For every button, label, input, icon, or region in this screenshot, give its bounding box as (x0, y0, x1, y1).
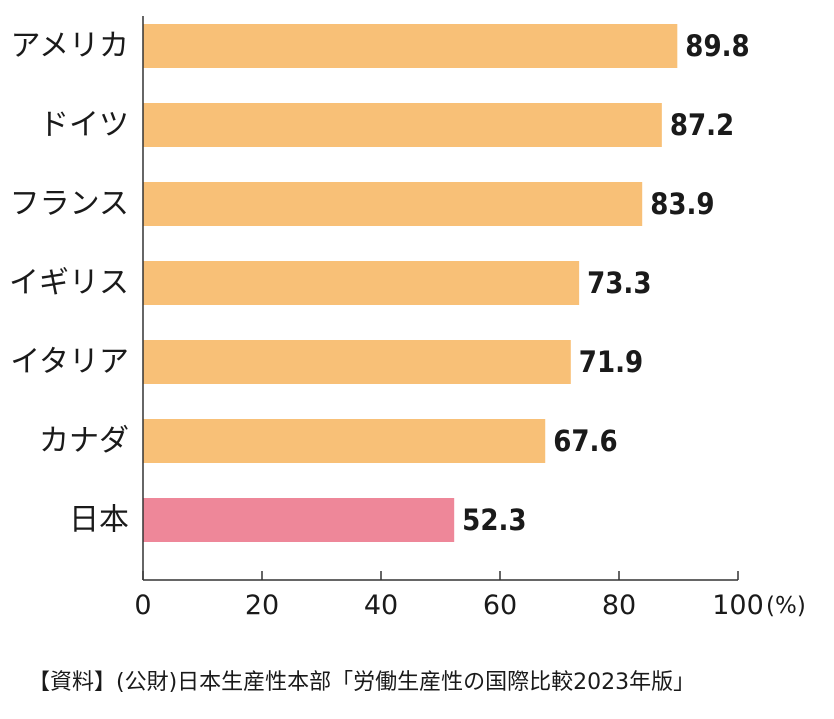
category-label: イタリア (10, 345, 129, 380)
bar-0 (143, 24, 678, 68)
bar-2 (143, 182, 643, 226)
category-label: ドイツ (39, 108, 129, 143)
value-label: 71.9 (579, 345, 643, 379)
x-tick-label: 20 (245, 590, 279, 621)
x-tick-label: 40 (364, 590, 398, 621)
category-label: カナダ (39, 424, 129, 459)
bar-6 (143, 498, 455, 542)
bar-chart: アメリカ 89.8 ドイツ 87.2 フランス 83.9 イギリス 73.3 イタリア 71.9 カ… (9, 16, 806, 621)
source-note: 【資料】(公財)日本生産性本部「労働生産性の国際比較2023年版」 (28, 670, 696, 695)
bars-layer: アメリカ 89.8 ドイツ 87.2 フランス 83.9 イギリス 73.3 イタリア 71.9 カ… (9, 24, 750, 542)
category-label: アメリカ (11, 29, 130, 64)
bar-5 (143, 419, 546, 463)
category-label: フランス (10, 187, 129, 222)
x-tick-label: 100 (712, 590, 764, 621)
value-label: 52.3 (462, 503, 526, 537)
bar-1 (143, 103, 662, 147)
x-tick-label: 80 (602, 590, 636, 621)
value-label: 73.3 (587, 266, 651, 300)
x-tick-label: 60 (483, 590, 517, 621)
value-label: 83.9 (650, 187, 714, 221)
x-tick-label: 0 (134, 590, 151, 621)
category-label: 日本 (69, 503, 129, 538)
x-axis-unit-label: (%) (766, 593, 806, 619)
value-label: 67.6 (553, 424, 617, 458)
value-label: 89.8 (685, 29, 749, 63)
category-label: イギリス (9, 266, 129, 301)
value-label: 87.2 (670, 108, 734, 142)
axis-layer: 0 20 40 60 80 100 (%) (134, 16, 806, 621)
bar-4 (143, 340, 571, 384)
bar-3 (143, 261, 580, 305)
